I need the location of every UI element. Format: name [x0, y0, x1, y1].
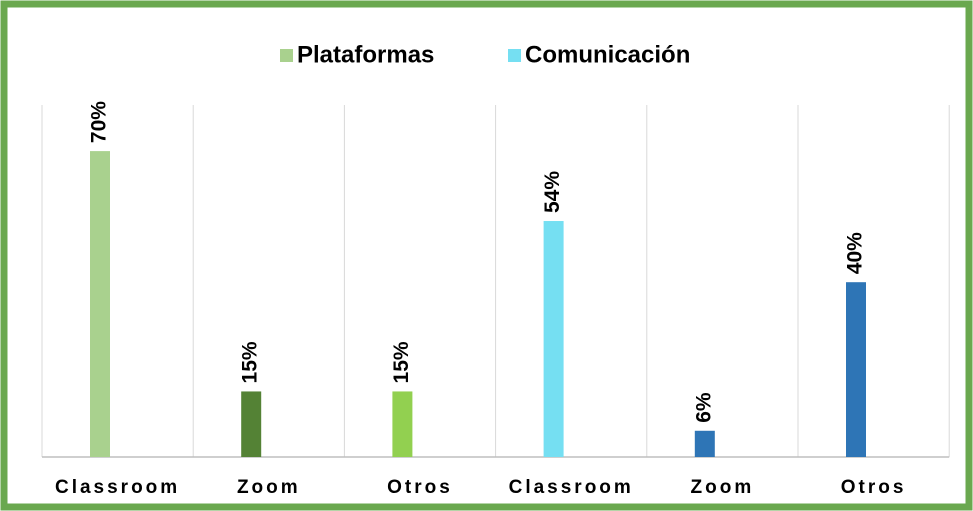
legend-swatch: [280, 49, 293, 62]
bar: [241, 391, 262, 457]
x-tick-label: Zoom: [691, 477, 755, 498]
value-label: 40%: [844, 232, 867, 274]
legend-swatch: [508, 49, 521, 62]
bar: [392, 391, 413, 457]
value-label: 54%: [541, 171, 564, 213]
x-tick-label: Classroom: [509, 477, 634, 498]
x-tick-label: Otros: [387, 477, 453, 498]
bar: [543, 221, 564, 457]
bar: [90, 151, 110, 457]
bar: [846, 282, 866, 457]
value-label: 15%: [390, 341, 413, 383]
legend-label: Comunicación: [525, 41, 690, 68]
value-label: 6%: [692, 392, 715, 423]
legend-label: Plataformas: [297, 41, 434, 68]
x-tick-label: Classroom: [55, 477, 180, 498]
bar: [694, 430, 715, 457]
x-tick-label: Zoom: [237, 477, 301, 498]
value-label: 70%: [88, 101, 111, 143]
value-label: 15%: [239, 341, 262, 383]
x-tick-label: Otros: [841, 477, 907, 498]
